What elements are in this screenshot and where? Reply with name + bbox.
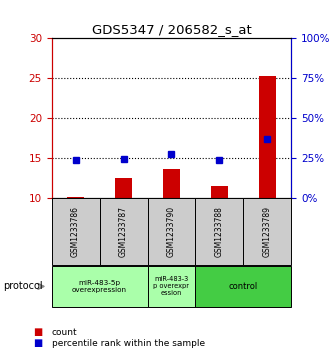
Bar <box>259 76 276 198</box>
Text: control: control <box>229 282 258 291</box>
Text: GSM1233790: GSM1233790 <box>167 206 176 257</box>
Text: miR-483-3
p overexpr
ession: miR-483-3 p overexpr ession <box>154 276 189 297</box>
Text: GSM1233789: GSM1233789 <box>263 206 272 257</box>
Text: percentile rank within the sample: percentile rank within the sample <box>52 339 205 347</box>
Text: miR-483-5p
overexpression: miR-483-5p overexpression <box>72 280 127 293</box>
Bar <box>163 169 180 198</box>
Text: protocol: protocol <box>3 281 43 291</box>
Text: GSM1233788: GSM1233788 <box>215 206 224 257</box>
Title: GDS5347 / 206582_s_at: GDS5347 / 206582_s_at <box>92 23 251 36</box>
Bar <box>211 186 228 198</box>
Bar <box>115 178 132 198</box>
Text: ■: ■ <box>33 327 43 337</box>
Bar <box>67 197 84 198</box>
Text: GSM1233787: GSM1233787 <box>119 206 128 257</box>
Text: count: count <box>52 328 77 337</box>
Text: ■: ■ <box>33 338 43 348</box>
Text: GSM1233786: GSM1233786 <box>71 206 80 257</box>
